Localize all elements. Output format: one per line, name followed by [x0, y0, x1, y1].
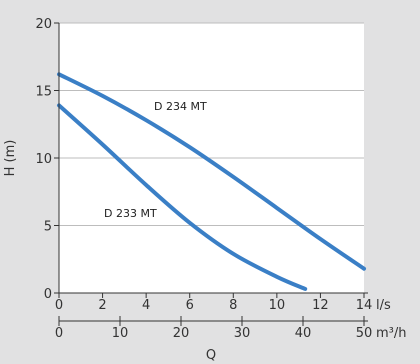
x-tick-label-8: 8	[229, 298, 237, 313]
x-tick-label-10: 10	[269, 298, 286, 313]
x2-tick-label-40: 40	[295, 326, 312, 341]
tick-labels: 0 5 10 15 20 0 2 4 6 8 10 12 14 0 10 20 30 40 50	[35, 17, 372, 341]
x-tick-label-4: 4	[142, 298, 150, 313]
tick-marks	[54, 22, 365, 326]
x-tick-label-12: 12	[312, 298, 329, 313]
x2-tick-label-30: 30	[234, 326, 251, 341]
x-axis-title: Q	[206, 348, 216, 363]
series-line-1	[57, 103, 308, 291]
y-tick-label-15: 15	[35, 85, 52, 100]
y-axis-title: H (m)	[3, 140, 18, 177]
y-tick-label-0: 0	[44, 287, 52, 302]
x2-tick-label-50: 50	[356, 326, 373, 341]
y-tick-label-10: 10	[35, 152, 52, 167]
x2-unit-label: m³/h	[376, 326, 407, 341]
x-tick-label-2: 2	[98, 298, 106, 313]
x-tick-label-0: 0	[55, 298, 63, 313]
y-tick-label-20: 20	[35, 17, 52, 32]
x-tick-label-14: 14	[356, 298, 373, 313]
y-tick-label-5: 5	[44, 220, 52, 235]
x2-tick-label-0: 0	[55, 326, 63, 341]
series-label-d233: D 233 MT	[104, 207, 157, 220]
x-tick-label-6: 6	[186, 298, 194, 313]
series-line-0	[57, 72, 366, 271]
series-lines	[57, 72, 366, 291]
x-unit-label: l/s	[376, 298, 391, 313]
x2-tick-label-10: 10	[112, 326, 129, 341]
series-label-d234: D 234 MT	[154, 100, 207, 113]
x2-tick-label-20: 20	[173, 326, 190, 341]
gridlines	[59, 22, 364, 226]
